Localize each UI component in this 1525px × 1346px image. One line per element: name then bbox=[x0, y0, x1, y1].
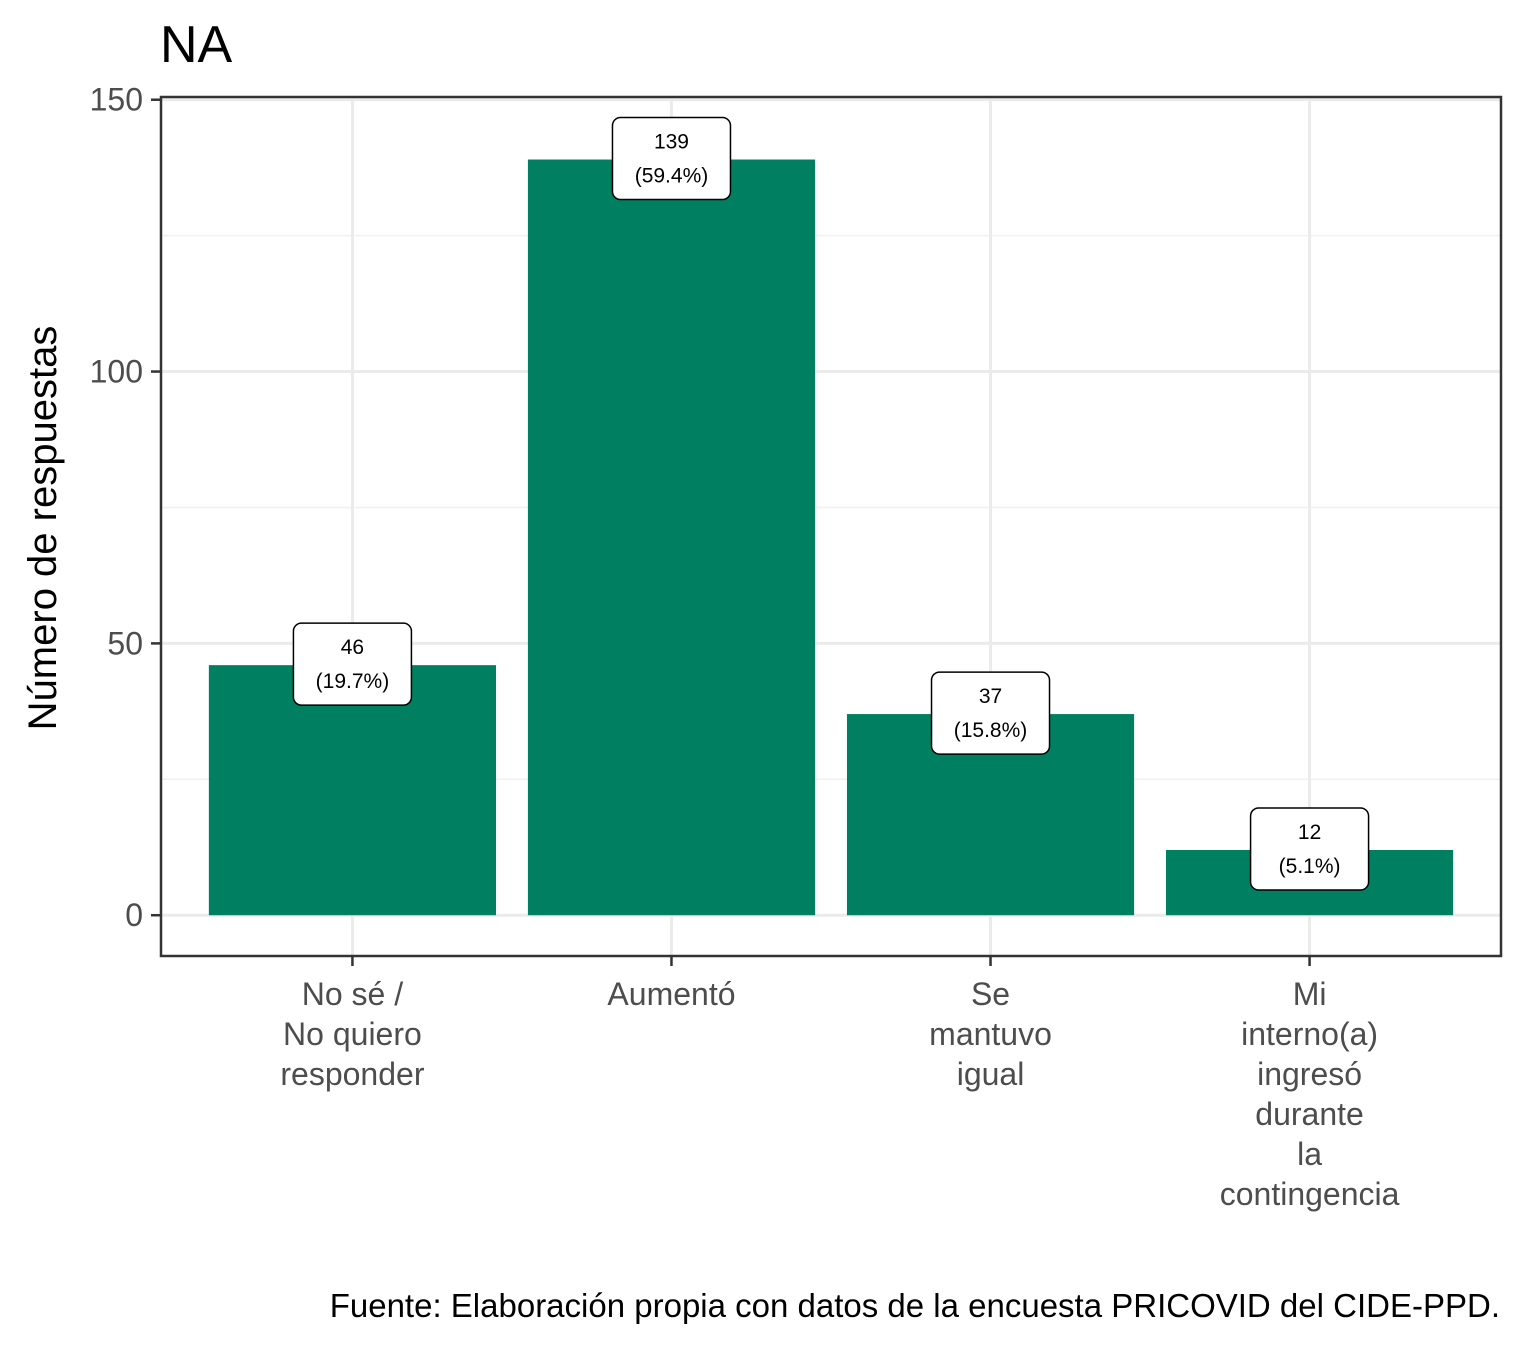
x-tick-label: Mi interno(a) ingresó durante la contingencia bbox=[1220, 976, 1400, 1212]
plot-border bbox=[159, 95, 1503, 958]
data-label-text: 12 bbox=[1298, 821, 1321, 844]
x-tick-label: Se mantuvo igual bbox=[929, 976, 1052, 1092]
y-tick-label: 0 bbox=[125, 897, 143, 933]
y-axis-label: Número de respuestas bbox=[21, 326, 65, 731]
x-tick-label-line: ingresó bbox=[1257, 1056, 1362, 1092]
x-tick-label-line: Se bbox=[971, 976, 1010, 1012]
data-label-box bbox=[1249, 807, 1370, 891]
data-label-text: (5.1%) bbox=[1279, 855, 1341, 878]
data-label-text: 37 bbox=[979, 685, 1002, 708]
x-tick-label-line: igual bbox=[957, 1056, 1025, 1092]
x-tick-label-line: la bbox=[1297, 1136, 1322, 1172]
x-tick-label-line: No sé / bbox=[302, 976, 403, 1012]
plot-area: 46 (19.7%) 139 (59.4%) 37 (15.8%) 12 (5.1%) 0 50 1… bbox=[90, 82, 1503, 1212]
data-label: 12 (5.1%) bbox=[1249, 807, 1370, 891]
y-tick-label: 100 bbox=[90, 354, 143, 390]
x-tick-label-line: mantuvo bbox=[929, 1016, 1052, 1052]
bar bbox=[208, 665, 496, 916]
data-label-box bbox=[930, 671, 1051, 755]
x-tick-label: Aumentó bbox=[607, 976, 735, 1012]
x-tick-label-line: responder bbox=[280, 1056, 424, 1092]
x-tick-label-line: No quiero bbox=[283, 1016, 422, 1052]
y-tick-label: 50 bbox=[107, 625, 143, 661]
data-label-text: (59.4%) bbox=[635, 165, 709, 188]
data-label-text: 46 bbox=[341, 636, 364, 659]
data-label: 46 (19.7%) bbox=[292, 622, 413, 706]
bar bbox=[527, 159, 816, 916]
data-label-text: (15.8%) bbox=[954, 719, 1028, 742]
data-label: 37 (15.8%) bbox=[930, 671, 1051, 755]
data-label-text: (19.7%) bbox=[316, 670, 390, 693]
x-tick-label-line: contingencia bbox=[1220, 1176, 1400, 1212]
data-label-box bbox=[611, 116, 732, 201]
x-tick-label-line: durante bbox=[1255, 1096, 1364, 1132]
x-tick-label-line: Mi bbox=[1293, 976, 1327, 1012]
chart-title: NA bbox=[160, 16, 233, 74]
data-label: 139 (59.4%) bbox=[611, 116, 732, 201]
x-tick-label: No sé / No quiero responder bbox=[280, 976, 424, 1092]
y-tick-label: 150 bbox=[90, 82, 143, 118]
data-label-text: 139 bbox=[654, 131, 689, 154]
x-tick-label-line: Aumentó bbox=[607, 976, 735, 1012]
data-label-box bbox=[292, 622, 413, 706]
x-tick-label-line: interno(a) bbox=[1241, 1016, 1378, 1052]
source-caption: Fuente: Elaboración propia con datos de … bbox=[330, 1287, 1500, 1324]
